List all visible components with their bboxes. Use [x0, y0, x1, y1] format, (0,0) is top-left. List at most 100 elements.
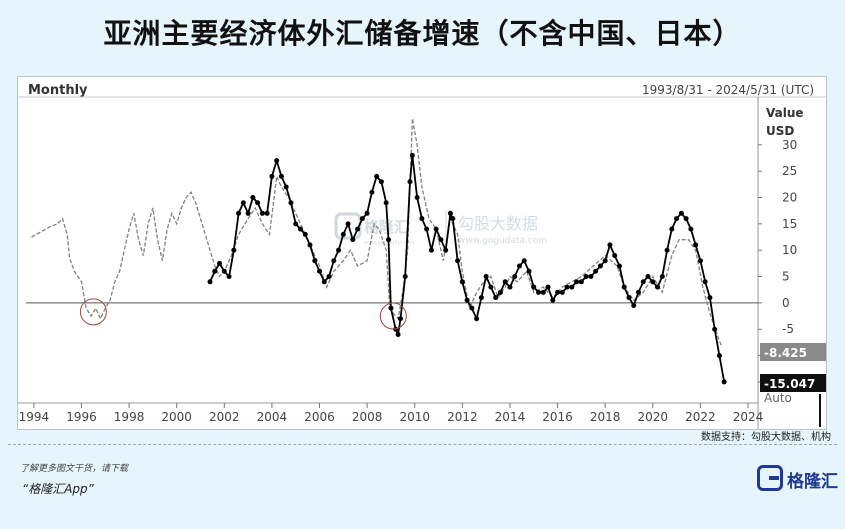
data-point [378, 179, 384, 185]
data-point [407, 179, 413, 185]
data-point [502, 279, 508, 285]
y-tick-label: 10 [782, 243, 797, 257]
data-point [635, 289, 641, 295]
page-title: 亚洲主要经济体外汇储备增速（不含中国、日本） [103, 17, 742, 50]
data-point [419, 216, 425, 222]
x-tick-label: 2022 [685, 410, 716, 424]
data-point [569, 284, 575, 290]
data-point [274, 158, 280, 164]
data-point [545, 284, 551, 290]
data-point [397, 316, 403, 322]
data-point [507, 284, 513, 290]
series-line-2 [209, 155, 726, 383]
data-point [497, 289, 503, 295]
auto-scale-label: Auto [764, 391, 792, 405]
date-range-label: 1993/8/31 - 2024/5/31 (UTC) [642, 83, 814, 97]
x-tick-label: 2020 [638, 410, 669, 424]
data-point [414, 195, 420, 200]
data-point [683, 216, 689, 222]
data-point [574, 279, 580, 285]
data-point [231, 247, 237, 253]
series-line-1 [31, 118, 723, 348]
data-point [312, 258, 318, 264]
x-tick-label: 2010 [399, 410, 430, 424]
app-name: “格隆汇App” [22, 482, 94, 496]
data-point [531, 284, 537, 290]
logo-g-icon [757, 465, 783, 491]
x-tick-label: 1998 [114, 410, 145, 424]
highlight-circle [79, 298, 107, 326]
data-point [269, 173, 275, 179]
data-point [350, 237, 356, 243]
data-point [697, 258, 703, 264]
y-tick-label: 30 [782, 138, 797, 152]
data-point [483, 274, 489, 280]
data-point [383, 200, 389, 206]
chart-header: Monthly 1993/8/31 - 2024/5/31 (UTC) [18, 77, 826, 103]
data-point [283, 184, 289, 190]
data-point [555, 289, 561, 295]
data-point [650, 279, 656, 285]
data-point [386, 237, 392, 243]
last-value-box [760, 343, 826, 361]
chart-panel: Monthly 1993/8/31 - 2024/5/31 (UTC) 格隆汇 w… [17, 76, 827, 430]
x-tick-label: 2014 [495, 410, 526, 424]
data-point [640, 279, 646, 285]
data-point [221, 268, 227, 274]
data-point [655, 284, 661, 290]
data-point [217, 260, 223, 266]
line-chart: 格隆汇www.gelonghui.com勾股大数据www.gogudata.co… [18, 96, 826, 429]
data-point [207, 279, 213, 285]
data-point [438, 237, 444, 243]
data-point [516, 263, 522, 269]
data-point [245, 210, 251, 216]
data-point [493, 295, 499, 301]
frequency-label: Monthly [28, 83, 88, 98]
data-point [550, 297, 556, 303]
data-point [669, 226, 675, 232]
x-tick-label: 2004 [257, 410, 288, 424]
data-point [712, 326, 718, 332]
data-point [447, 210, 453, 216]
data-point [288, 200, 294, 206]
data-point [478, 295, 484, 301]
watermark-site2: www.gogudata.com [458, 236, 547, 246]
data-point [597, 263, 603, 269]
data-point [716, 353, 722, 359]
data-point [369, 189, 375, 195]
data-point [345, 221, 351, 227]
data-point [428, 247, 434, 253]
data-point [721, 379, 727, 385]
y-tick-label: 5 [782, 270, 790, 284]
watermark-brand2: 勾股大数据 [458, 214, 538, 233]
data-point [450, 216, 456, 222]
y-tick-label: 15 [782, 217, 797, 231]
data-point [659, 274, 665, 280]
data-point [607, 242, 613, 248]
data-point [255, 200, 261, 206]
footer-divider [8, 444, 837, 445]
data-point [240, 200, 246, 206]
data-point [702, 279, 708, 285]
data-point [616, 263, 622, 269]
last-value-label: -8.425 [764, 346, 807, 360]
data-point [559, 289, 565, 295]
data-point [212, 268, 218, 274]
data-point [536, 289, 542, 295]
data-point [688, 226, 694, 232]
data-point [455, 258, 461, 264]
data-point [264, 210, 270, 216]
y-tick-label: -5 [782, 322, 794, 336]
data-point [340, 231, 346, 237]
data-point [664, 247, 670, 253]
x-tick-label: 2000 [161, 410, 192, 424]
data-point [678, 210, 684, 216]
data-point [464, 297, 470, 303]
data-point [424, 226, 430, 232]
data-point [250, 195, 256, 200]
x-tick-label: 1994 [19, 410, 50, 424]
data-point [583, 274, 589, 280]
data-point [612, 252, 618, 258]
data-point [236, 210, 242, 216]
brand-logo: 格隆汇 [757, 465, 841, 495]
